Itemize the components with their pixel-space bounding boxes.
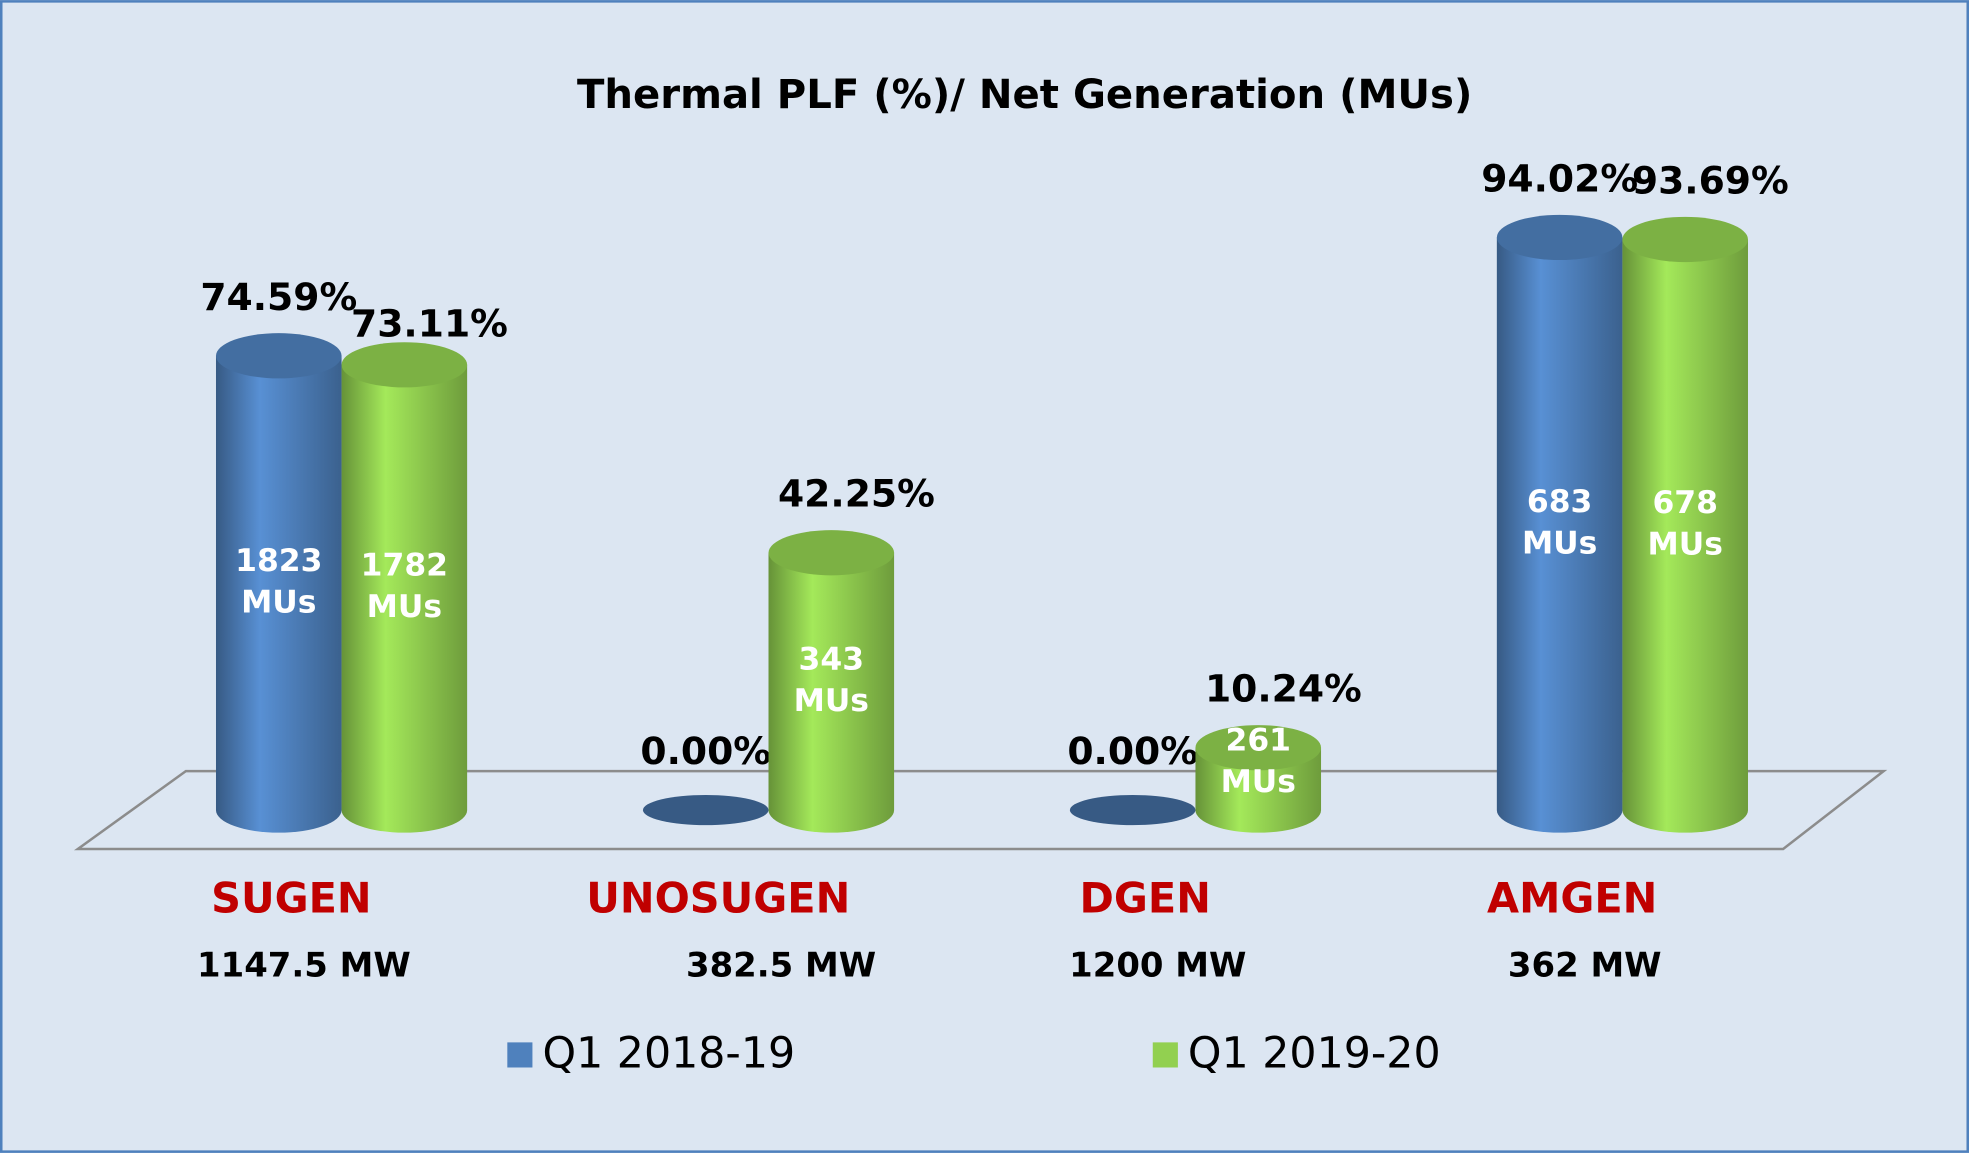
bar [1496,237,1623,833]
bar [1069,794,1196,826]
capacity-label: 1200 MW [1069,946,1246,985]
value-label: 0.00% [640,729,771,773]
bar-top [215,333,342,379]
generation-label: 678 MUs [1648,485,1723,562]
legend-label: Q1 2018-19 [542,1029,795,1079]
value-label: 74.59% [200,275,357,319]
category-label: SUGEN [211,875,371,923]
value-label: 93.69% [1632,158,1789,202]
capacity-label: 382.5 MW [686,946,876,985]
bar-top [768,530,895,576]
chart-title: Thermal PLF (%)/ Net Generation (MUs) [577,72,1472,118]
bar-top [341,342,468,388]
bar [642,794,769,826]
value-label: 0.00% [1067,729,1198,773]
category-label: UNOSUGEN [586,875,850,923]
value-label: 73.11% [351,301,508,345]
generation-label: 1823 MUs [235,543,322,620]
generation-label: 683 MUs [1522,484,1597,561]
value-label: 10.24% [1205,667,1362,711]
bar [215,355,342,833]
floor [73,769,1888,851]
bar-top [1496,214,1623,261]
capacity-label: 362 MW [1508,946,1662,985]
bar [768,552,895,833]
legend-label: Q1 2019-20 [1188,1029,1441,1079]
category-label: AMGEN [1487,875,1657,923]
capacity-label: 1147.5 MW [197,946,411,985]
bar-top [1195,725,1322,771]
bar [1195,747,1322,833]
bar [1622,239,1748,833]
bar-top [1622,216,1748,263]
legend-swatch [1152,1042,1178,1068]
value-label: 42.25% [778,472,935,516]
category-label: DGEN [1080,875,1211,923]
bar [341,364,468,833]
value-label: 94.02% [1481,156,1638,200]
generation-label: 343 MUs [794,642,869,719]
generation-label: 261 MUs [1221,723,1296,800]
legend-swatch [507,1042,533,1068]
generation-label: 1782 MUs [361,548,448,625]
